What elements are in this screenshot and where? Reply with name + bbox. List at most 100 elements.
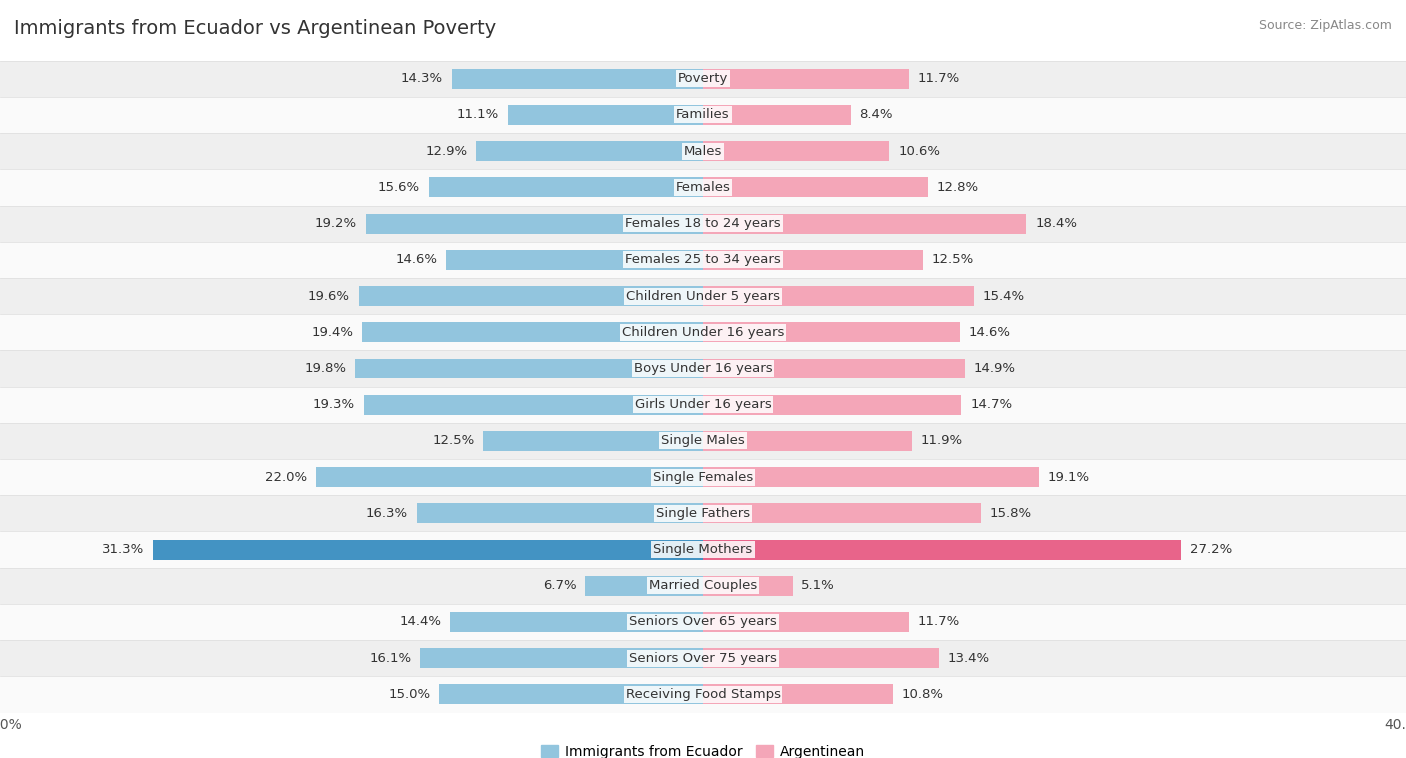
Bar bbox=[703, 322, 960, 342]
Text: Children Under 16 years: Children Under 16 years bbox=[621, 326, 785, 339]
Text: Married Couples: Married Couples bbox=[650, 579, 756, 592]
Bar bbox=[703, 286, 973, 306]
Bar bbox=[416, 503, 703, 523]
Text: 19.4%: 19.4% bbox=[311, 326, 353, 339]
Bar bbox=[703, 503, 981, 523]
Bar bbox=[0, 314, 1406, 350]
Bar bbox=[0, 604, 1406, 640]
Text: 11.9%: 11.9% bbox=[921, 434, 963, 447]
Bar bbox=[0, 169, 1406, 205]
Text: 14.4%: 14.4% bbox=[399, 615, 441, 628]
Bar bbox=[0, 278, 1406, 314]
Bar bbox=[484, 431, 703, 451]
Text: 11.1%: 11.1% bbox=[457, 108, 499, 121]
Bar bbox=[0, 676, 1406, 713]
Text: 12.5%: 12.5% bbox=[932, 253, 974, 266]
Bar bbox=[420, 648, 703, 668]
Bar bbox=[703, 214, 1026, 233]
Text: 12.9%: 12.9% bbox=[426, 145, 467, 158]
Bar bbox=[447, 250, 703, 270]
Text: 14.9%: 14.9% bbox=[973, 362, 1015, 375]
Text: 6.7%: 6.7% bbox=[543, 579, 576, 592]
Bar bbox=[359, 286, 703, 306]
Text: Females 18 to 24 years: Females 18 to 24 years bbox=[626, 217, 780, 230]
Text: 15.6%: 15.6% bbox=[378, 181, 420, 194]
Bar bbox=[0, 242, 1406, 278]
Text: 11.7%: 11.7% bbox=[917, 72, 960, 85]
Bar bbox=[0, 459, 1406, 495]
Text: Single Females: Single Females bbox=[652, 471, 754, 484]
Bar bbox=[703, 141, 889, 161]
Text: Females 25 to 34 years: Females 25 to 34 years bbox=[626, 253, 780, 266]
Bar bbox=[451, 69, 703, 89]
Bar bbox=[703, 69, 908, 89]
Bar bbox=[703, 684, 893, 704]
Text: 16.1%: 16.1% bbox=[370, 652, 412, 665]
Text: Single Mothers: Single Mothers bbox=[654, 543, 752, 556]
Text: Seniors Over 75 years: Seniors Over 75 years bbox=[628, 652, 778, 665]
Text: 15.8%: 15.8% bbox=[990, 507, 1032, 520]
Text: 31.3%: 31.3% bbox=[101, 543, 145, 556]
Bar bbox=[0, 205, 1406, 242]
Text: 18.4%: 18.4% bbox=[1035, 217, 1077, 230]
Bar bbox=[0, 97, 1406, 133]
Bar bbox=[0, 495, 1406, 531]
Bar bbox=[703, 431, 912, 451]
Text: 13.4%: 13.4% bbox=[948, 652, 990, 665]
Text: Girls Under 16 years: Girls Under 16 years bbox=[634, 398, 772, 411]
Bar bbox=[316, 467, 703, 487]
Bar bbox=[0, 531, 1406, 568]
Bar bbox=[0, 61, 1406, 97]
Bar bbox=[585, 576, 703, 596]
Bar bbox=[354, 359, 703, 378]
Bar bbox=[0, 387, 1406, 423]
Bar bbox=[703, 540, 1181, 559]
Bar bbox=[0, 423, 1406, 459]
Text: Receiving Food Stamps: Receiving Food Stamps bbox=[626, 688, 780, 701]
Bar bbox=[0, 640, 1406, 676]
Text: Seniors Over 65 years: Seniors Over 65 years bbox=[628, 615, 778, 628]
Text: Females: Females bbox=[675, 181, 731, 194]
Bar bbox=[153, 540, 703, 559]
Text: 11.7%: 11.7% bbox=[917, 615, 960, 628]
Bar bbox=[439, 684, 703, 704]
Text: 14.6%: 14.6% bbox=[969, 326, 1011, 339]
Bar bbox=[363, 322, 703, 342]
Bar bbox=[703, 612, 908, 632]
Bar bbox=[508, 105, 703, 125]
Text: Single Males: Single Males bbox=[661, 434, 745, 447]
Text: Poverty: Poverty bbox=[678, 72, 728, 85]
Text: 10.8%: 10.8% bbox=[901, 688, 943, 701]
Text: 14.7%: 14.7% bbox=[970, 398, 1012, 411]
Bar bbox=[450, 612, 703, 632]
Text: 19.8%: 19.8% bbox=[304, 362, 346, 375]
Text: 27.2%: 27.2% bbox=[1189, 543, 1232, 556]
Text: 16.3%: 16.3% bbox=[366, 507, 408, 520]
Text: 19.1%: 19.1% bbox=[1047, 471, 1090, 484]
Bar bbox=[0, 133, 1406, 169]
Bar bbox=[703, 395, 962, 415]
Text: 8.4%: 8.4% bbox=[859, 108, 893, 121]
Bar bbox=[703, 105, 851, 125]
Text: 14.6%: 14.6% bbox=[395, 253, 437, 266]
Bar bbox=[703, 250, 922, 270]
Text: Boys Under 16 years: Boys Under 16 years bbox=[634, 362, 772, 375]
Text: Families: Families bbox=[676, 108, 730, 121]
Bar bbox=[703, 648, 939, 668]
Text: 22.0%: 22.0% bbox=[266, 471, 308, 484]
Text: Children Under 5 years: Children Under 5 years bbox=[626, 290, 780, 302]
Text: 19.3%: 19.3% bbox=[314, 398, 354, 411]
Bar bbox=[703, 467, 1039, 487]
Text: 15.4%: 15.4% bbox=[983, 290, 1025, 302]
Text: 12.5%: 12.5% bbox=[432, 434, 475, 447]
Bar bbox=[703, 576, 793, 596]
Bar bbox=[703, 177, 928, 197]
Bar bbox=[429, 177, 703, 197]
Text: Males: Males bbox=[683, 145, 723, 158]
Bar bbox=[703, 359, 965, 378]
Legend: Immigrants from Ecuador, Argentinean: Immigrants from Ecuador, Argentinean bbox=[536, 739, 870, 758]
Text: Source: ZipAtlas.com: Source: ZipAtlas.com bbox=[1258, 19, 1392, 32]
Text: 10.6%: 10.6% bbox=[898, 145, 941, 158]
Bar bbox=[0, 350, 1406, 387]
Text: 12.8%: 12.8% bbox=[936, 181, 979, 194]
